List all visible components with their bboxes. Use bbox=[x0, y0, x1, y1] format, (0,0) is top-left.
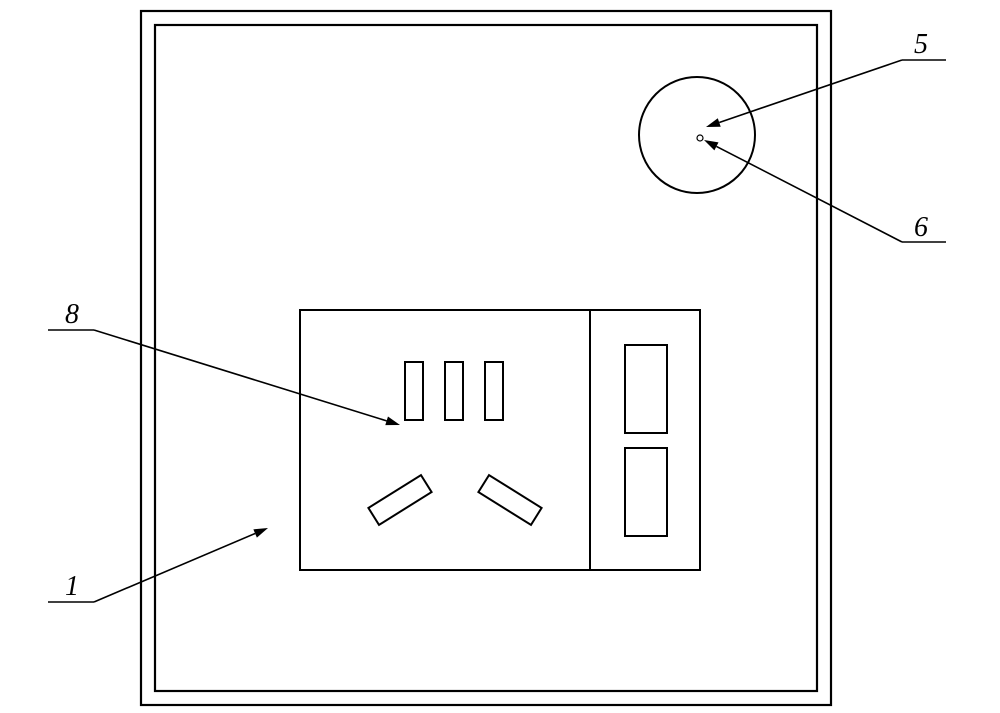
callout-arrow-8-head bbox=[385, 417, 400, 426]
callout-arrow-5-head bbox=[706, 118, 721, 127]
angled-pin-1 bbox=[478, 475, 541, 525]
flat-pin-1 bbox=[445, 362, 463, 420]
outer-frame bbox=[141, 11, 831, 705]
callout-arrow-6-shaft bbox=[716, 146, 902, 242]
diagram-canvas: 5 6 8 1 bbox=[0, 0, 1000, 713]
callout-arrow-5-shaft bbox=[719, 60, 902, 122]
callout-arrow-1-head bbox=[253, 528, 268, 538]
usb-slot-0 bbox=[625, 345, 667, 433]
callout-label-6: 6 bbox=[914, 212, 928, 243]
callout-label-8: 8 bbox=[65, 299, 79, 330]
round-button bbox=[639, 77, 755, 193]
callout-label-1: 1 bbox=[65, 571, 79, 602]
callout-arrow-8-shaft bbox=[94, 330, 387, 421]
flat-pin-2 bbox=[485, 362, 503, 420]
callout-label-5: 5 bbox=[914, 29, 928, 60]
button-center-dot bbox=[697, 135, 703, 141]
callout-arrow-1-shaft bbox=[94, 533, 255, 602]
socket-panel bbox=[300, 310, 700, 570]
flat-pin-0 bbox=[405, 362, 423, 420]
angled-pin-0 bbox=[368, 475, 431, 525]
usb-slot-1 bbox=[625, 448, 667, 536]
callout-arrow-6-head bbox=[704, 140, 719, 150]
